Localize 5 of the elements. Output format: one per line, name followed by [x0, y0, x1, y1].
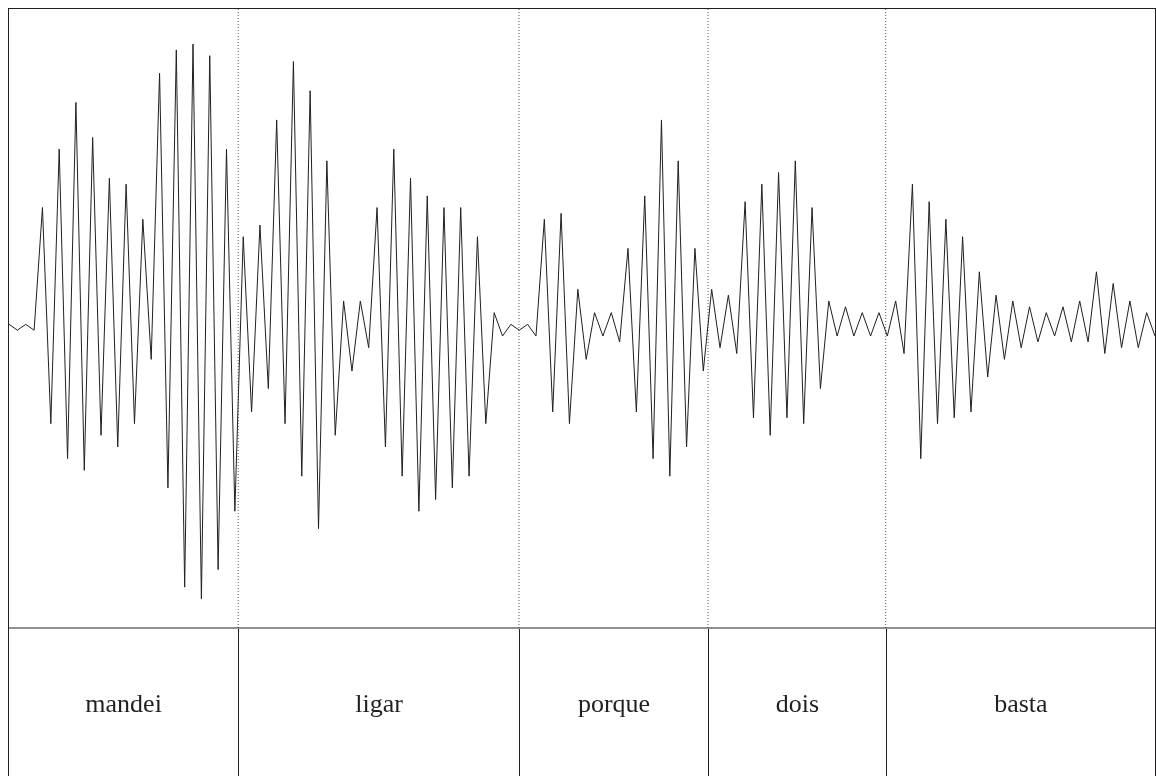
text: porque	[577, 689, 651, 719]
text: mandei	[85, 689, 162, 719]
text: dois	[775, 689, 820, 719]
text: ligar	[355, 689, 403, 719]
text: basta	[994, 689, 1048, 719]
